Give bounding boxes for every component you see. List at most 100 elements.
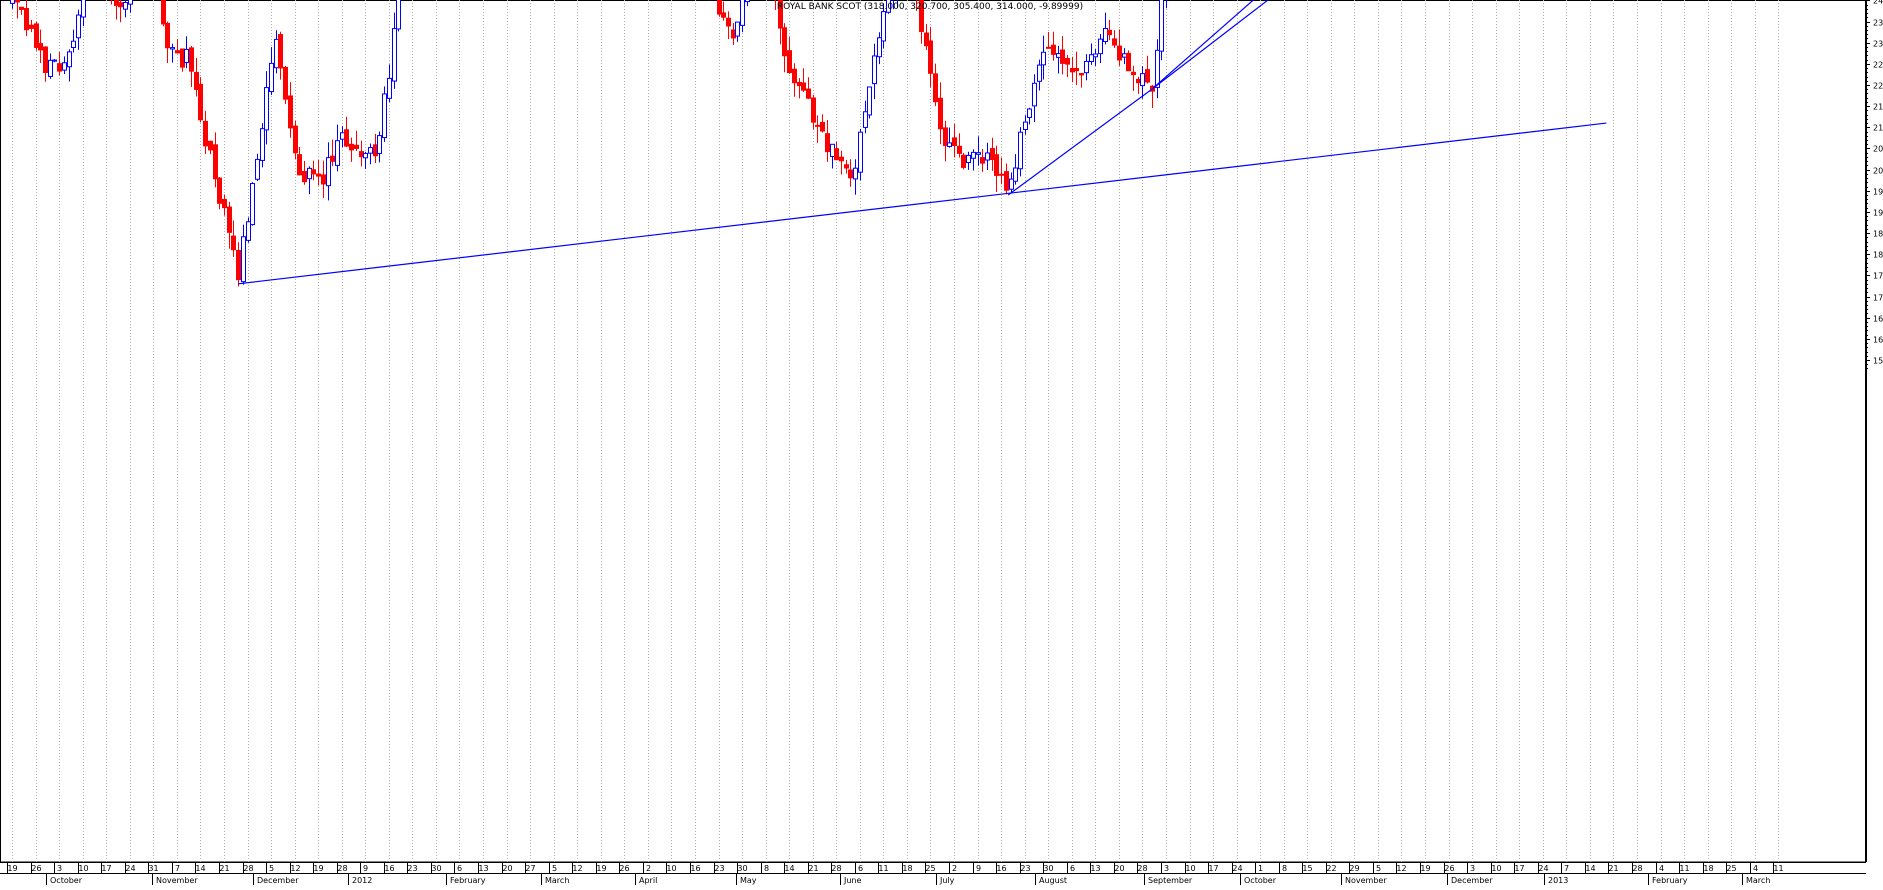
candle-body xyxy=(57,63,62,72)
candle-body xyxy=(278,34,283,69)
candle-body xyxy=(269,62,274,93)
date-tick-label: 19 xyxy=(7,864,17,873)
candle-body xyxy=(184,48,189,63)
candle-body xyxy=(363,152,368,159)
candle-body xyxy=(1074,67,1079,72)
candle-body xyxy=(208,140,213,151)
candle-body xyxy=(19,6,24,10)
date-tick-label: 11 xyxy=(1773,864,1783,873)
candle-body xyxy=(863,111,868,128)
price-tick-label: 185 xyxy=(1873,230,1883,239)
date-tick-label: 2 xyxy=(646,864,651,873)
candle-body xyxy=(1140,73,1145,87)
date-tick-label: 11 xyxy=(1679,864,1689,873)
month-label: October xyxy=(1244,876,1277,885)
candle-body xyxy=(848,169,853,179)
date-tick-label: 17 xyxy=(101,864,111,873)
candle-body xyxy=(396,0,401,30)
date-tick-label: 28 xyxy=(337,864,347,873)
date-tick-label: 28 xyxy=(831,864,841,873)
candle-body xyxy=(1107,29,1112,36)
date-tick-label: 17 xyxy=(1514,864,1524,873)
candle-body xyxy=(330,155,335,162)
date-tick-label: 31 xyxy=(148,864,158,873)
candle-body xyxy=(302,170,307,183)
candle-body xyxy=(198,83,203,121)
candle-body xyxy=(933,73,938,103)
candle-body xyxy=(377,135,382,154)
gridlines xyxy=(0,0,1866,863)
date-tick-label: 18 xyxy=(902,864,912,873)
candle-body xyxy=(165,22,170,49)
candle-body xyxy=(825,133,830,153)
price-tick-label: 190 xyxy=(1873,209,1883,218)
date-tick-label: 2 xyxy=(952,864,957,873)
month-label: October xyxy=(50,876,83,885)
candle-body xyxy=(1027,108,1032,118)
candle-body xyxy=(392,28,397,82)
price-tick-label: 170 xyxy=(1873,294,1883,303)
date-tick-label: 24 xyxy=(1538,864,1548,873)
candle-body xyxy=(81,0,86,18)
trendline xyxy=(1151,0,1269,90)
candle-body xyxy=(830,143,835,157)
candle-body xyxy=(274,38,279,69)
date-tick-label: 26 xyxy=(1444,864,1454,873)
date-tick-label: 20 xyxy=(1114,864,1124,873)
month-label: June xyxy=(843,876,862,885)
date-tick-label: 14 xyxy=(195,864,205,873)
candle-body xyxy=(881,11,886,42)
candle-body xyxy=(919,0,924,32)
date-tick-label: 19 xyxy=(596,864,606,873)
candle-body xyxy=(990,148,995,160)
month-label: February xyxy=(1652,876,1688,885)
candle-body xyxy=(67,51,72,68)
month-label: December xyxy=(257,876,299,885)
date-tick-label: 4 xyxy=(1753,864,1758,873)
date-tick-label: 6 xyxy=(457,864,462,873)
date-tick-label: 10 xyxy=(666,864,676,873)
candle-body xyxy=(236,249,241,281)
candle-body xyxy=(721,12,726,18)
candle-body xyxy=(952,137,957,146)
candle-body xyxy=(1004,171,1009,191)
candle-body xyxy=(980,157,985,164)
date-tick-label: 12 xyxy=(1396,864,1406,873)
candle-body xyxy=(924,32,929,47)
candle-body xyxy=(180,48,185,68)
candle-body xyxy=(985,152,990,161)
date-tick-label: 10 xyxy=(1491,864,1501,873)
date-tick-label: 5 xyxy=(552,864,557,873)
candle-body xyxy=(48,59,53,77)
candle-body xyxy=(1126,52,1131,72)
candle-body xyxy=(326,157,331,187)
candle-body xyxy=(1009,178,1014,190)
price-axis: 155 160 165 170 175 180 185 190 195 200 205 210 215 2… xyxy=(1866,0,1883,862)
month-label: November xyxy=(156,876,198,885)
date-tick-label: 17 xyxy=(1208,864,1218,873)
candle-body xyxy=(1145,69,1150,83)
candle-body xyxy=(834,148,839,161)
candle-body xyxy=(858,131,863,173)
candle-body xyxy=(246,221,251,241)
candle-body xyxy=(1089,54,1094,63)
candle-body xyxy=(1084,60,1089,74)
candle-body xyxy=(231,235,236,251)
date-tick-label: 5 xyxy=(1376,864,1381,873)
date-tick-label: 26 xyxy=(31,864,41,873)
candle-body xyxy=(947,142,952,147)
trendline xyxy=(238,122,1607,285)
date-tick-label: 28 xyxy=(1632,864,1642,873)
candle-body xyxy=(1051,44,1056,55)
candle-body xyxy=(217,177,222,204)
candle-body xyxy=(311,169,316,175)
date-tick-label: 21 xyxy=(1608,864,1618,873)
date-tick-label: 12 xyxy=(572,864,582,873)
candle-body xyxy=(316,173,321,177)
candle-body xyxy=(971,151,976,159)
candle-body xyxy=(250,183,255,226)
candle-body xyxy=(76,14,81,39)
candle-body xyxy=(792,68,797,84)
candle-body xyxy=(726,17,731,27)
